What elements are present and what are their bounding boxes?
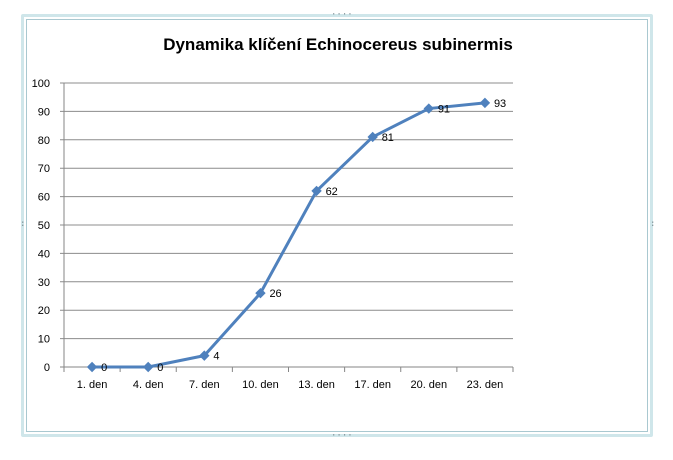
x-tick-label: 4. den	[133, 379, 164, 391]
data-label: 91	[438, 104, 450, 116]
data-point-marker	[199, 350, 210, 361]
x-axis-ticks: 1. den 4. den 7. den 10. den 13. den 17. den 2…	[77, 379, 504, 391]
y-tick-label: 60	[38, 192, 50, 204]
chart-frame[interactable]	[21, 14, 653, 437]
resize-handle-left[interactable]: :	[20, 219, 26, 229]
x-tick-label: 23. den	[467, 379, 504, 391]
data-point-marker	[311, 185, 322, 197]
y-tick-label: 0	[44, 362, 50, 374]
x-tick-label: 1. den	[77, 379, 108, 391]
y-tick-label: 80	[38, 135, 50, 147]
x-tick-label: 7. den	[189, 379, 220, 391]
series-markers	[86, 97, 491, 373]
chart-frame-inner	[26, 19, 648, 432]
data-point-marker	[479, 97, 491, 109]
data-point-marker	[86, 361, 98, 373]
resize-handle-top[interactable]: ····	[331, 10, 353, 20]
data-labels: 0 0 4 26 62 81 91 93	[101, 98, 506, 374]
series-line	[90, 101, 487, 369]
gridlines	[60, 82, 514, 372]
resize-handle-right[interactable]: :	[650, 219, 656, 229]
data-point-marker	[255, 287, 266, 299]
data-label: 0	[101, 362, 107, 374]
x-tick-label: 10. den	[242, 379, 279, 391]
x-tick-label: 17. den	[354, 379, 391, 391]
y-tick-label: 40	[38, 248, 50, 260]
y-tick-label: 30	[38, 277, 50, 289]
y-tick-label: 20	[38, 305, 50, 317]
data-label: 81	[382, 132, 394, 144]
data-label: 62	[326, 186, 338, 198]
data-point-marker	[423, 103, 435, 114]
chart-title: Dynamika klíčení Echinocereus subinermis	[163, 35, 513, 54]
series-line-path	[90, 101, 487, 369]
data-label: 93	[494, 98, 506, 110]
data-point-marker	[142, 361, 154, 373]
data-label: 0	[157, 362, 163, 374]
y-tick-label: 100	[32, 78, 50, 90]
y-axis-ticks: 0 10 20 30 40 50 60 70 80 90 100	[32, 78, 50, 374]
x-tick-label: 13. den	[298, 379, 335, 391]
data-label: 26	[269, 288, 281, 300]
x-tick-label: 20. den	[410, 379, 447, 391]
y-tick-label: 90	[38, 106, 50, 118]
y-tick-label: 70	[38, 163, 50, 175]
y-tick-label: 50	[38, 220, 50, 232]
resize-handle-bottom[interactable]: ····	[331, 431, 353, 441]
data-label: 4	[213, 351, 219, 363]
data-point-marker	[367, 131, 378, 143]
y-tick-label: 10	[38, 334, 50, 346]
